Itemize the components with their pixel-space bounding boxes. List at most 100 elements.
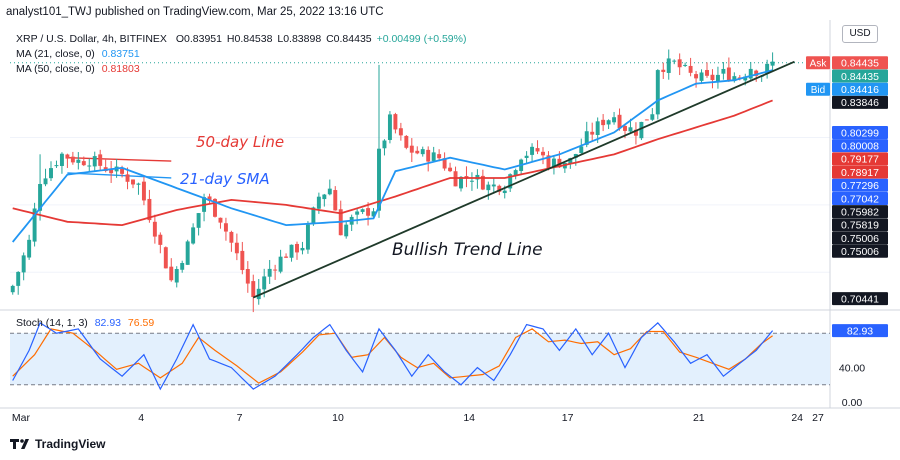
price-axis[interactable]: 0.84435Ask0.844350.84416Bid0.838460.8029… (806, 56, 888, 305)
candle-body (524, 155, 529, 158)
candle-body (661, 69, 666, 72)
price-label: 0.75982 (841, 206, 879, 218)
candle-body (732, 76, 737, 82)
price-label-box (832, 244, 888, 258)
candle-body (207, 196, 212, 201)
candle-body (748, 68, 753, 79)
ohlc-close: C0.84435 (326, 33, 372, 45)
published-line: analyst101_TWJ published on TradingView.… (6, 6, 384, 18)
symbol-name: XRP / U.S. Dollar, 4h, BITFINEX (16, 33, 167, 45)
candle-body (535, 148, 540, 152)
ohlc-high: H0.84538 (226, 33, 273, 45)
candle-body (568, 158, 573, 164)
ma50-value: 0.81803 (101, 63, 140, 75)
candle-body (125, 174, 130, 182)
stoch-axis-label: 40.00 (839, 363, 865, 375)
candle-body (327, 188, 332, 195)
price-label-box (832, 56, 888, 70)
candle-body (65, 154, 70, 159)
candle-body (513, 170, 518, 177)
candle-body (469, 180, 474, 182)
time-tick-label: 21 (693, 412, 705, 424)
candle-body (541, 151, 545, 156)
candle-body (404, 135, 409, 148)
candle-body (666, 58, 671, 73)
tradingview-icon (10, 439, 29, 449)
price-label-box (832, 125, 888, 139)
candle-body (169, 266, 174, 281)
tradingview-logo[interactable]: TradingView (10, 437, 105, 451)
price-label-box (832, 205, 888, 219)
ohlc-change: +0.00499 (+0.59%) (376, 33, 467, 45)
currency-button[interactable]: USD (842, 25, 878, 43)
candle-body (688, 65, 693, 73)
price-label: 0.78917 (841, 167, 879, 179)
time-tick-label: 4 (138, 412, 144, 424)
candle-body (677, 59, 682, 68)
price-label-box (832, 165, 888, 179)
candle-body (185, 241, 190, 265)
candle-body (256, 288, 261, 300)
candle-body (551, 158, 556, 168)
candle-body (59, 153, 64, 166)
brand-name: TradingView (35, 437, 106, 451)
candle-body (623, 125, 627, 131)
candle-body (486, 184, 491, 191)
time-axis[interactable]: Mar 4 7 10 14 17 21 24 27 (12, 412, 824, 424)
candle-body (49, 168, 53, 179)
stoch-k-axis-value: 82.93 (847, 325, 873, 337)
candle-body (650, 114, 655, 120)
candle-body (721, 68, 726, 74)
candle-body (612, 117, 617, 123)
candle-body (442, 158, 447, 169)
candle-body (109, 169, 114, 174)
candle-body (715, 74, 720, 82)
bid-tag: Bid (811, 85, 825, 96)
candle-body (415, 150, 420, 154)
candle-body (770, 61, 775, 66)
candle-body (595, 121, 600, 136)
candle-body (240, 250, 245, 271)
candle-body (87, 165, 92, 167)
stoch-axis-label: 0.00 (842, 397, 863, 409)
ma21-legend[interactable]: MA (21, close, 0) 0.83751 (16, 48, 140, 60)
stoch-d-value: 76.59 (127, 317, 155, 329)
candle-body (267, 268, 272, 277)
price-label-box (832, 231, 888, 245)
stoch-legend[interactable]: Stoch (14, 1, 3) 82.93 76.59 (16, 317, 154, 329)
candle-body (213, 198, 217, 217)
candle-body (590, 131, 595, 135)
candle-body (765, 63, 770, 74)
candle-body (81, 161, 86, 166)
candle-body (147, 198, 152, 221)
candle-body (683, 64, 688, 66)
candle-body (355, 211, 360, 215)
ma50-legend[interactable]: MA (50, close, 0) 0.81803 (16, 63, 140, 75)
candle-body (655, 70, 660, 115)
candle-body (726, 67, 731, 81)
candle-body (601, 119, 606, 126)
price-label: 0.83846 (841, 97, 879, 109)
candle-body (32, 208, 37, 242)
stoch-label: Stoch (14, 1, 3) (16, 317, 88, 329)
candle-body (300, 247, 305, 251)
candle-body (584, 131, 589, 145)
candle-body (98, 154, 103, 166)
price-label-box (832, 95, 888, 109)
candle-body (180, 263, 185, 270)
ohlc-open: O0.83951 (175, 33, 222, 45)
candle-body (163, 247, 168, 269)
candle-body (459, 176, 463, 189)
candle-body (644, 119, 649, 121)
stoch-k-line (12, 322, 774, 391)
candle-body (158, 234, 163, 245)
time-tick-label: Mar (12, 412, 31, 424)
candle-body (546, 155, 551, 169)
price-label: 0.84416 (841, 84, 879, 96)
candle-body (218, 217, 223, 223)
candle-body (743, 76, 748, 81)
price-pane-grid (0, 20, 900, 409)
ma50-segment (67, 157, 172, 162)
